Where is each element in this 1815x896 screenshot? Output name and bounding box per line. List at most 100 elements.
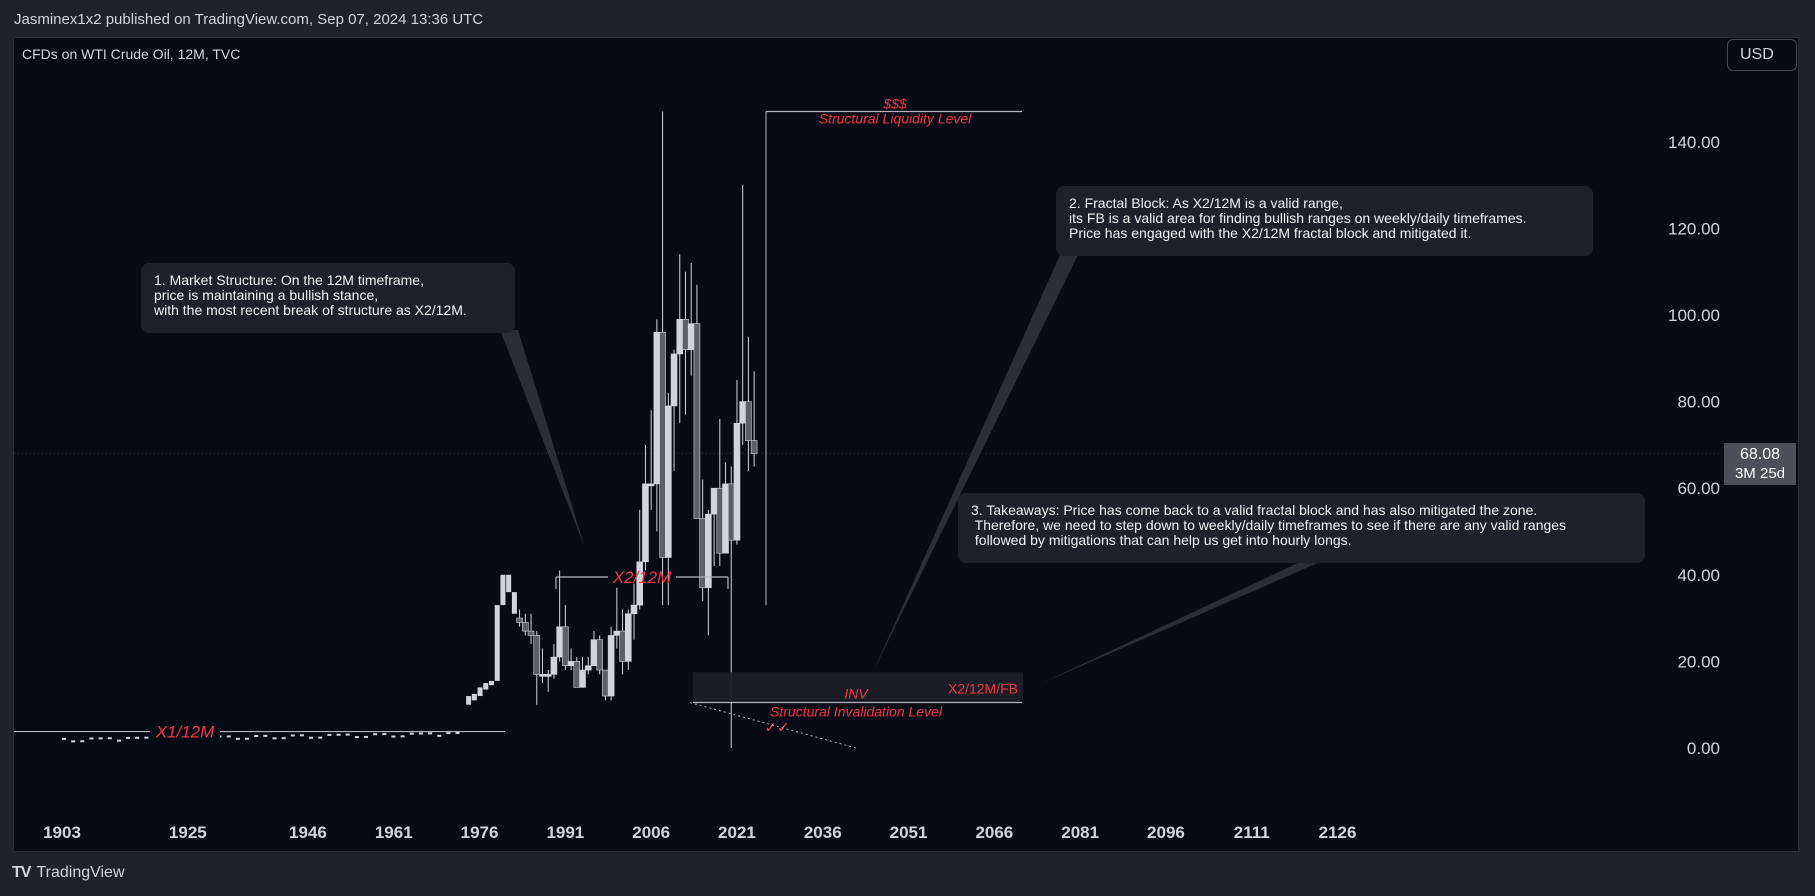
trend-dotted-line [689,702,857,749]
candle [653,332,661,485]
candle [489,680,494,686]
candle [245,737,250,740]
candle [705,513,712,589]
annotation-market-structure[interactable]: 1. Market Structure: On the 12M timefram… [141,263,515,333]
symbol-title: CFDs on WTI Crude Oil, 12M, TVC [22,46,241,62]
candle [619,630,626,662]
candle [533,635,541,675]
candle [750,440,758,454]
candle [494,605,500,681]
candle [556,626,563,658]
invalidation-label: Structural Invalidation Level [770,704,943,720]
currency-button[interactable]: USD [1727,39,1797,71]
candle [336,733,341,736]
y-tick-label: 0.00 [1687,739,1720,758]
candle [687,323,695,350]
candle [455,731,460,734]
candle [382,733,387,736]
candle [483,683,489,690]
inv-label: INV [844,686,869,702]
candle [716,487,724,554]
check-marks: ✓✓ [764,719,789,737]
candle [659,332,666,558]
x-tick-label: 1991 [546,823,584,842]
candle [400,735,405,738]
candle [446,732,451,735]
candle [511,592,517,614]
footer-brand[interactable]: TV TradingView [12,864,125,882]
y-tick-label: 80.00 [1677,393,1720,412]
x-tick-label: 1925 [169,823,207,842]
candle [562,626,569,667]
candle [126,736,131,739]
last-price-value: 68.08 [1739,446,1781,463]
candle [373,733,378,736]
fb-label: X2/12M/FB [948,680,1018,696]
candle [364,735,369,738]
candle [80,740,85,743]
x-tick-label: 2126 [1319,823,1357,842]
candle [516,617,523,623]
x1-label: X1/12M [155,723,215,742]
annotation-fractal-block[interactable]: 2. Fractal Block: As X2/12M is a valid r… [1056,186,1593,256]
candle [471,693,477,701]
candle [522,622,529,632]
x-tick-label: 2096 [1147,823,1185,842]
candle [596,639,603,671]
candle [466,696,472,705]
chart-frame[interactable] [13,37,1799,852]
candle [527,630,535,636]
x-tick-label: 2021 [718,823,756,842]
candle [418,732,423,735]
x-tick-label: 2066 [975,823,1013,842]
candle [630,604,638,615]
candle [573,661,581,688]
x-tick-label: 2036 [804,823,842,842]
candle [500,574,506,606]
candle [550,656,558,675]
candle [98,737,103,740]
candle [135,736,140,739]
candle [682,319,689,350]
candle [71,740,76,743]
candle [733,422,741,541]
candle [318,736,323,739]
candle [745,401,752,441]
x-tick-label: 1903 [43,823,81,842]
candle [665,405,672,558]
candle [144,736,149,739]
candle [62,737,66,740]
candle [584,665,592,671]
candle [327,733,332,736]
candle [590,639,598,667]
published-caption: Jasminex1x2 published on TradingView.com… [14,11,484,28]
candle [739,401,746,424]
candle [579,669,586,688]
candle [290,734,295,737]
annotation-takeaways[interactable]: 3. Takeaways: Price has come back to a v… [958,493,1645,563]
x-tick-label: 1946 [289,823,327,842]
candle [670,353,678,407]
candle [116,739,121,742]
candle [506,574,512,593]
candle [281,737,286,740]
x-tick-label: 1976 [461,823,499,842]
candle [710,487,718,515]
x-tick-label: 2081 [1061,823,1099,842]
candle [428,732,433,735]
candle [272,737,277,740]
x2-label: X2/12M [612,568,672,587]
candle [391,735,396,738]
candle [263,734,268,737]
candle [437,734,442,737]
candle [544,674,552,677]
x-tick-label: 2006 [632,823,670,842]
tradingview-logo-icon: TV [12,864,31,881]
y-tick-label: 40.00 [1677,566,1720,585]
candle [642,483,649,563]
candle [477,687,483,697]
candle [107,737,112,740]
y-tick-label: 60.00 [1677,479,1720,498]
sss-label: $$$ [882,95,907,111]
